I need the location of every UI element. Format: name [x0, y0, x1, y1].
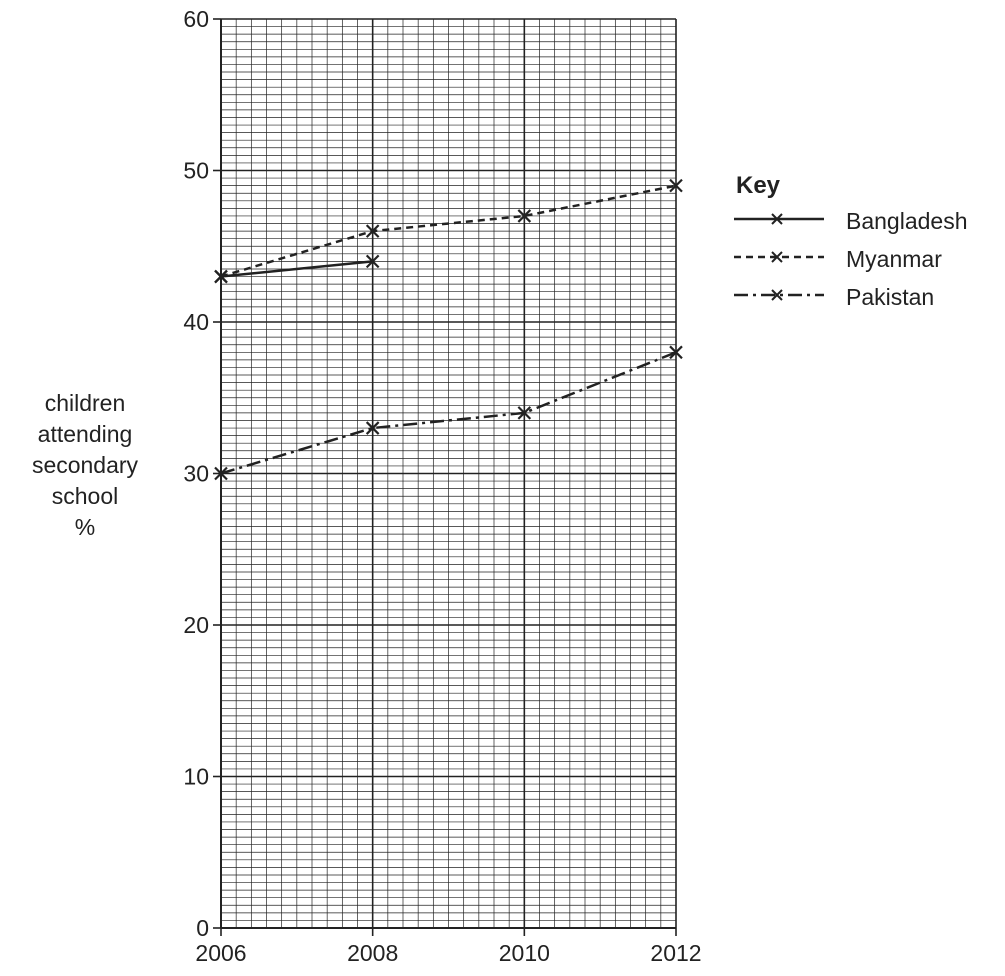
series-pakistan	[214, 345, 683, 481]
legend-swatch-pakistan	[734, 289, 824, 301]
y-axis-label-line: attending	[37, 421, 133, 447]
legend: Key Bangladesh Myanmar Pakistan	[728, 172, 968, 318]
y-tick-label: 50	[183, 158, 209, 184]
y-tick-label: 0	[196, 915, 209, 941]
series	[214, 178, 683, 481]
y-axis-label: children attending secondary school %	[0, 388, 170, 543]
legend-item-pakistan: Pakistan	[728, 280, 934, 318]
data-point-pakistan	[517, 406, 532, 420]
series-line-myanmar	[220, 184, 677, 278]
legend-swatch-bangladesh	[734, 213, 824, 225]
y-axis-label-line: secondary	[31, 452, 139, 478]
legend-label: Bangladesh	[846, 208, 968, 234]
data-point-myanmar	[214, 269, 228, 284]
x-tick-label: 2012	[650, 940, 701, 966]
legend-swatch-myanmar	[734, 251, 824, 263]
x-tick-label: 2010	[499, 940, 550, 966]
y-axis-label-line: %	[74, 514, 96, 540]
data-point-pakistan	[214, 466, 228, 481]
y-tick-label: 30	[183, 461, 209, 487]
x-tick-label: 2006	[195, 940, 246, 966]
x-tick-label: 2008	[347, 940, 398, 966]
grid	[220, 18, 677, 929]
y-tick-label: 60	[183, 6, 209, 32]
y-axis-label-line: school	[51, 483, 119, 509]
legend-item-myanmar: Myanmar	[728, 242, 942, 280]
y-axis-label-line: children	[44, 390, 126, 416]
tick-labels: 0 10 20 30 40 50 60 2006 2008 2010 2012	[183, 6, 701, 966]
y-tick-label: 40	[183, 309, 209, 335]
legend-title: Key	[736, 172, 781, 199]
legend-label: Myanmar	[846, 246, 942, 272]
data-point-myanmar	[517, 209, 532, 223]
series-myanmar	[214, 178, 683, 284]
data-point-myanmar	[365, 224, 380, 238]
legend-item-bangladesh: Bangladesh	[728, 204, 968, 242]
legend-label: Pakistan	[846, 284, 935, 310]
data-point-pakistan	[669, 345, 683, 360]
data-point-bangladesh	[365, 254, 380, 269]
series-line-bangladesh	[220, 260, 373, 278]
y-tick-label: 10	[183, 764, 209, 790]
data-point-pakistan	[365, 421, 380, 435]
y-tick-label: 20	[183, 612, 209, 638]
data-point-myanmar	[669, 178, 683, 193]
